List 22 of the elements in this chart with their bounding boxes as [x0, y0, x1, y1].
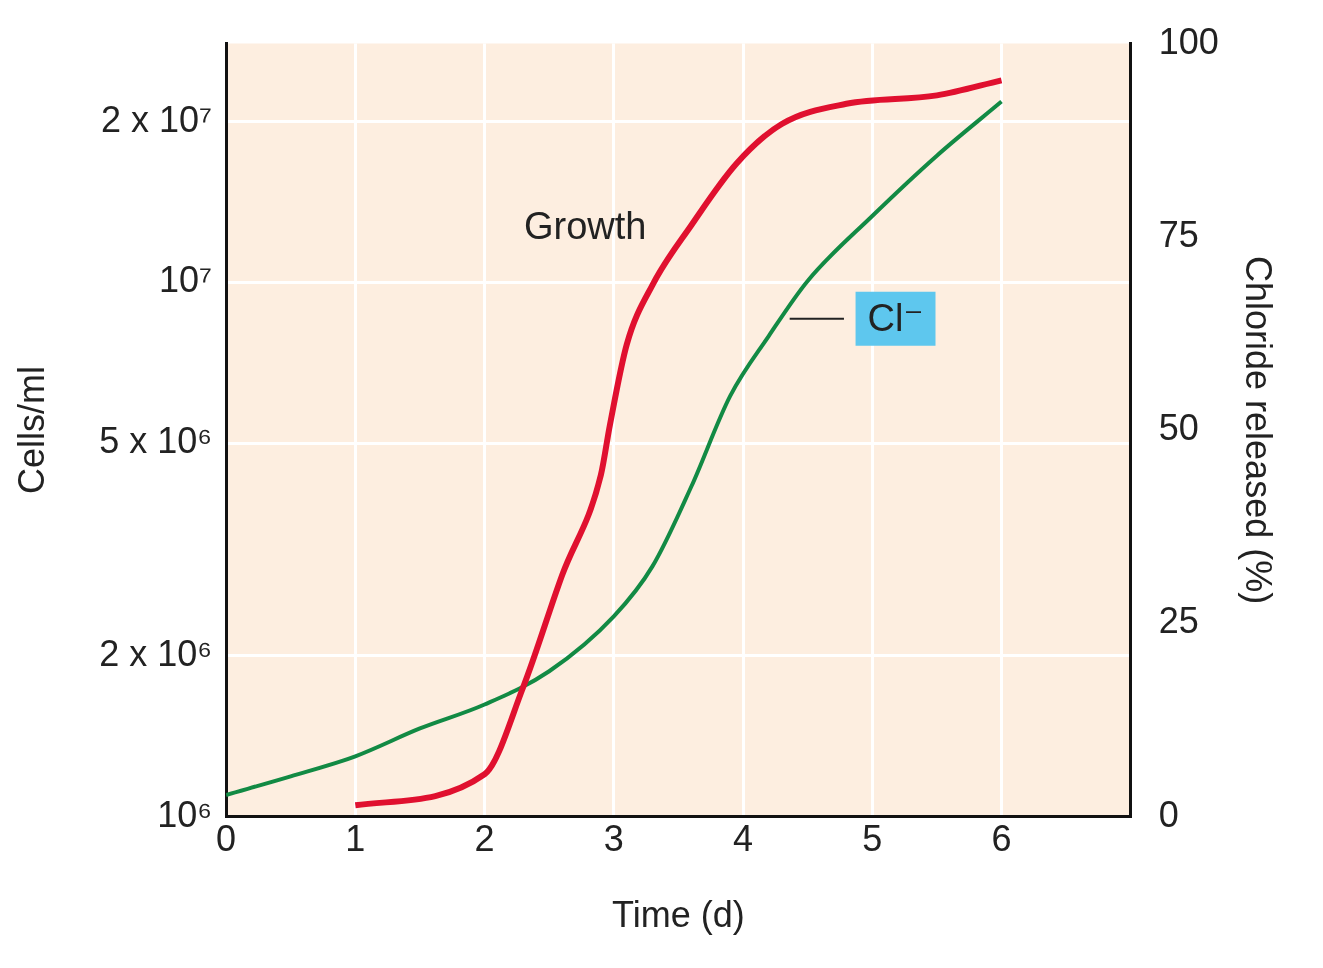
y-axis-title: Cells/ml [10, 366, 52, 495]
y2-tick-label: 100 [1158, 20, 1219, 62]
x-tick-label: 0 [216, 818, 237, 860]
x-tick-label: 4 [733, 818, 754, 860]
y-tick-label: 5 x 10⁶ [99, 420, 213, 462]
x-tick-label: 2 [474, 818, 495, 860]
x-tick-label: 5 [862, 818, 883, 860]
y-tick-label: 2 x 10⁷ [100, 98, 213, 140]
y-tick-label: 10⁷ [159, 259, 213, 301]
x-tick-label: 1 [345, 818, 366, 860]
y-tick-label: 2 x 10⁶ [99, 632, 213, 674]
y2-axis-title: Chloride released (%) [1238, 256, 1280, 605]
y2-tick-label: 50 [1158, 407, 1199, 449]
x-tick-label: 6 [991, 818, 1012, 860]
series-label: Growth [523, 204, 647, 247]
x-tick-label: 3 [603, 818, 624, 860]
y-tick-label: 10⁶ [157, 793, 213, 835]
y2-tick-label: 75 [1158, 213, 1199, 255]
y2-tick-label: 25 [1158, 600, 1199, 642]
line-series [226, 99, 1004, 797]
x-axis-title: Time (d) [612, 894, 745, 936]
series-label: Cl⁻ [867, 297, 924, 340]
